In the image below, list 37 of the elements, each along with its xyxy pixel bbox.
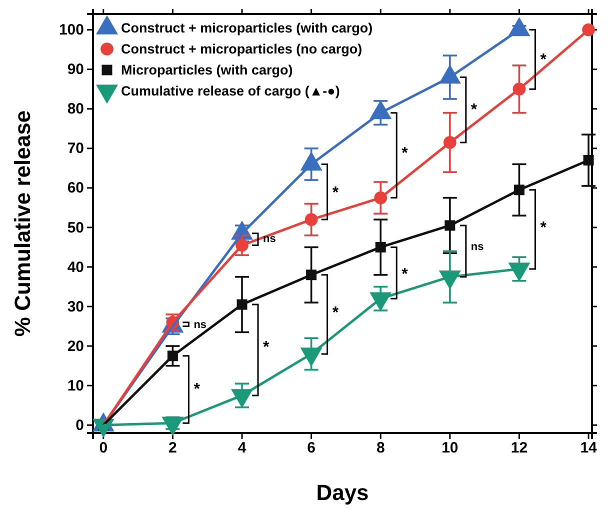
annotation: *	[402, 145, 409, 162]
annotation: *	[332, 304, 340, 322]
annotation: *	[540, 52, 548, 69]
annotation: ns	[470, 240, 484, 253]
annotation: *	[470, 102, 478, 119]
y-tick-label: 70	[67, 140, 84, 158]
legend-label: Cumulative release of cargo (▲-●)	[121, 84, 340, 99]
y-tick-label: 30	[67, 298, 84, 316]
y-tick-label: 60	[67, 180, 84, 197]
annotation: ns	[194, 318, 207, 331]
y-tick-label: 40	[67, 258, 84, 276]
x-tick-label: 10	[442, 440, 458, 457]
x-tick-label: 4	[238, 440, 247, 457]
y-tick-label: 50	[67, 219, 84, 236]
y-tick-label: 100	[58, 22, 84, 39]
x-tick-label: 0	[99, 440, 108, 457]
x-tick-label: 6	[307, 440, 316, 457]
y-tick-label: 90	[67, 61, 84, 78]
y-axis-title: % Cumulative release	[10, 110, 35, 337]
y-tick-label: 80	[67, 100, 84, 118]
x-tick-label: 8	[376, 440, 385, 457]
annotation: *	[194, 381, 201, 398]
annotation: *	[332, 184, 340, 202]
x-tick-label: 2	[168, 440, 177, 457]
annotation: ns	[263, 232, 276, 245]
annotation: *	[540, 220, 548, 237]
legend-label: Construct + microparticles (no cargo)	[121, 42, 362, 57]
x-tick-label: 12	[510, 440, 528, 457]
annotation: *	[402, 266, 409, 283]
y-tick-label: 0	[76, 416, 84, 434]
annotation: *	[263, 339, 270, 356]
legend-label: Construct + microparticles (with cargo)	[121, 20, 373, 36]
y-tick-label: 20	[67, 338, 84, 355]
x-axis-title: Days	[316, 480, 369, 505]
y-tick-label: 10	[67, 377, 84, 394]
x-tick-label: 14	[580, 440, 598, 457]
legend-label: Microparticles (with cargo)	[121, 62, 293, 78]
